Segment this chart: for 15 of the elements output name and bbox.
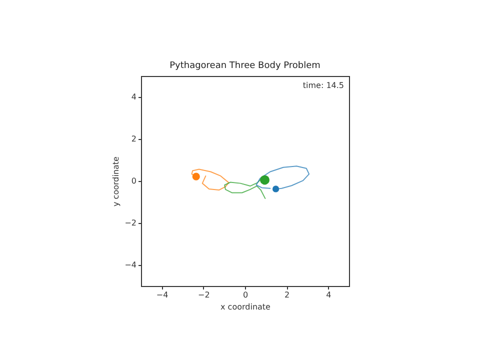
y-tick-label: −2 bbox=[124, 218, 136, 228]
x-tick-label: −2 bbox=[198, 290, 210, 300]
chart-title: Pythagorean Three Body Problem bbox=[170, 61, 320, 71]
x-tick-label: 0 bbox=[242, 290, 248, 300]
x-tick-label: 2 bbox=[284, 290, 290, 300]
y-axis-title: y coordinate bbox=[112, 156, 121, 206]
x-tick-label: 4 bbox=[326, 290, 332, 300]
y-tick-label: 2 bbox=[131, 134, 136, 144]
y-tick-label: 4 bbox=[131, 92, 136, 102]
line-series bbox=[191, 168, 230, 191]
y-tick-label: 0 bbox=[131, 176, 136, 186]
x-axis-title: x coordinate bbox=[220, 302, 271, 312]
y-tick-label: −4 bbox=[124, 260, 136, 270]
annotation: time: 14.5 bbox=[302, 81, 344, 90]
x-tick-label: −4 bbox=[156, 290, 168, 300]
